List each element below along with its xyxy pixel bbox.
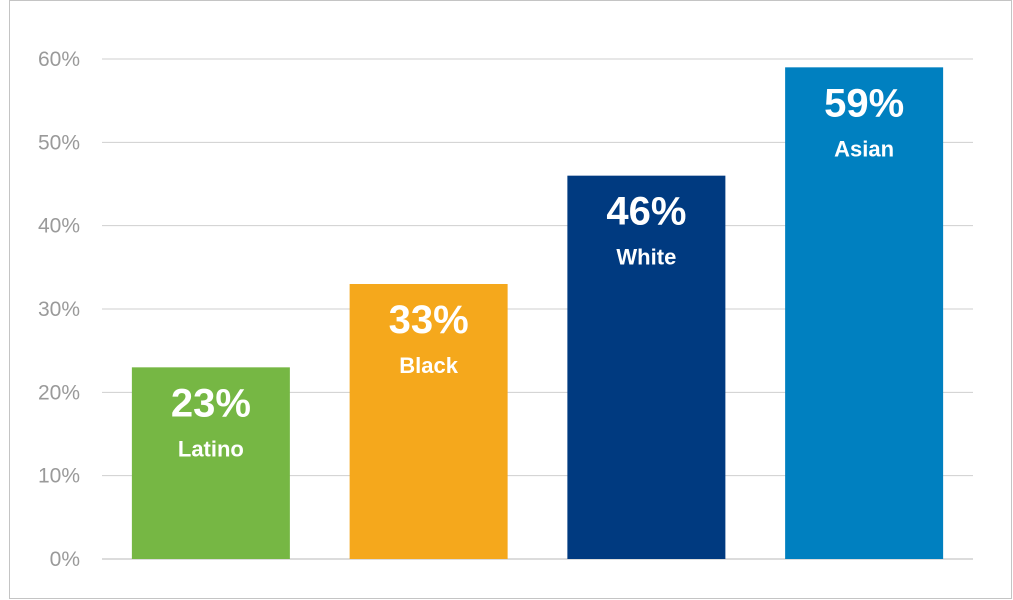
bar-white — [567, 175, 726, 559]
y-tick-label: 30% — [38, 298, 80, 321]
y-axis-labels: 0% 10% 20% 30% 40% 50% 60% — [38, 48, 80, 571]
bar-value-label: 46% — [606, 190, 686, 234]
bar-category-label: Asian — [834, 136, 894, 161]
bar-value-label: 33% — [389, 298, 469, 342]
bar-value-label: 23% — [171, 381, 251, 425]
y-tick-label: 40% — [38, 215, 80, 238]
bar-latino — [131, 367, 290, 559]
y-tick-label: 50% — [38, 131, 80, 154]
chart-frame — [9, 0, 1012, 599]
y-tick-label: 20% — [38, 381, 80, 404]
bar-value-label: 59% — [824, 81, 904, 125]
y-tick-label: 0% — [50, 548, 80, 571]
bar-category-label: White — [616, 245, 676, 270]
bar-asian — [785, 67, 944, 559]
y-tick-label: 10% — [38, 465, 80, 488]
bar-category-label: Black — [399, 353, 458, 378]
bar-labels: 23% Latino 33% Black 46% White 59% Asian — [171, 81, 904, 461]
bar-category-label: Latino — [178, 436, 244, 461]
bar-black — [349, 284, 508, 559]
y-tick-label: 60% — [38, 48, 80, 71]
bars — [131, 67, 944, 559]
